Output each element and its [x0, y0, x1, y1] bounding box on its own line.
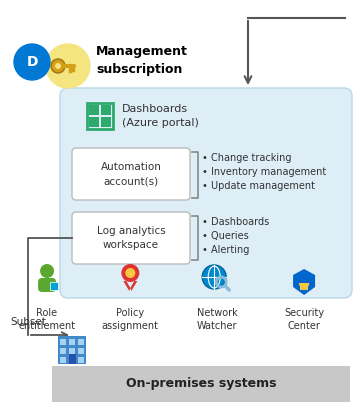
Bar: [69, 357, 75, 363]
Circle shape: [125, 268, 135, 278]
Text: On-premises systems: On-premises systems: [126, 377, 276, 390]
Text: • Inventory management: • Inventory management: [202, 167, 326, 177]
Bar: [52, 366, 350, 402]
Bar: [58, 336, 86, 364]
Text: Network
Watcher: Network Watcher: [197, 308, 237, 331]
Bar: [69, 354, 76, 364]
FancyBboxPatch shape: [38, 278, 56, 292]
Text: Automation
account(s): Automation account(s): [101, 162, 161, 186]
FancyBboxPatch shape: [72, 212, 190, 264]
Polygon shape: [130, 281, 137, 291]
Text: Dashboards
(Azure portal): Dashboards (Azure portal): [122, 104, 199, 128]
Circle shape: [14, 44, 50, 80]
Circle shape: [46, 44, 90, 88]
Text: Log analytics
workspace: Log analytics workspace: [97, 226, 165, 250]
Bar: [60, 348, 66, 354]
Text: • Update management: • Update management: [202, 181, 315, 191]
Bar: [300, 283, 308, 290]
Bar: [78, 348, 84, 354]
Text: Subset: Subset: [10, 317, 46, 327]
Circle shape: [55, 63, 61, 69]
Text: • Dashboards: • Dashboards: [202, 217, 269, 227]
Text: Management
subscription: Management subscription: [96, 44, 188, 76]
Bar: [60, 339, 66, 345]
Bar: [101, 117, 111, 127]
Bar: [87, 103, 113, 129]
Circle shape: [40, 264, 54, 278]
Text: • Change tracking: • Change tracking: [202, 153, 291, 163]
FancyBboxPatch shape: [72, 148, 190, 200]
Text: • Alerting: • Alerting: [202, 245, 249, 255]
Bar: [69, 339, 75, 345]
Text: D: D: [26, 55, 38, 69]
Bar: [89, 117, 99, 127]
Polygon shape: [293, 269, 315, 295]
Bar: [69, 348, 75, 354]
Bar: [60, 357, 66, 363]
Bar: [78, 357, 84, 363]
Text: Policy
assignment: Policy assignment: [102, 308, 159, 331]
Text: Role
entitlement: Role entitlement: [18, 308, 76, 331]
Circle shape: [202, 265, 226, 289]
Text: Security
Center: Security Center: [284, 308, 324, 331]
Text: • Queries: • Queries: [202, 231, 249, 241]
Circle shape: [51, 59, 65, 73]
Bar: [89, 105, 99, 115]
FancyBboxPatch shape: [60, 88, 352, 298]
Circle shape: [121, 264, 139, 282]
Bar: [78, 339, 84, 345]
Bar: [50, 282, 58, 290]
Polygon shape: [123, 281, 130, 291]
Bar: [101, 105, 111, 115]
